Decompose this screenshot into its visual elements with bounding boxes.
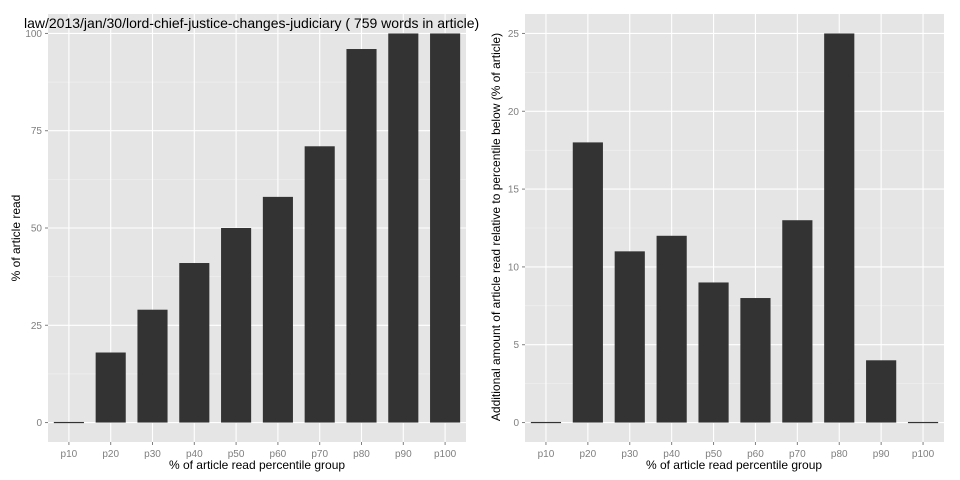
x-tick-label: p40 bbox=[663, 449, 680, 460]
bar-p100 bbox=[907, 421, 939, 424]
bar-p10 bbox=[530, 421, 562, 424]
y-tick-label: 25 bbox=[508, 29, 520, 40]
x-tick-label: p10 bbox=[61, 449, 78, 460]
bar-p80 bbox=[824, 33, 855, 423]
bar-p40 bbox=[179, 263, 210, 423]
x-tick-label: p100 bbox=[434, 449, 457, 460]
bar-p60 bbox=[262, 196, 293, 423]
bar-p40 bbox=[656, 235, 687, 423]
bar-p30 bbox=[614, 251, 645, 423]
chart-right: 0 5 10 15 20 25 p10 p20 p30 p40 p50 p60 p70 p80 p90 p10… bbox=[508, 14, 944, 460]
x-tick-label: p50 bbox=[228, 449, 245, 460]
y-tick-label: 15 bbox=[508, 185, 520, 196]
x-axis-title-right: % of article read percentile group bbox=[646, 458, 822, 472]
bar-p70 bbox=[304, 146, 335, 423]
x-tick-label: p80 bbox=[831, 449, 848, 460]
y-tick-label: 50 bbox=[31, 224, 43, 235]
y-tick-label: 20 bbox=[508, 107, 520, 118]
bar-p90 bbox=[866, 360, 897, 423]
bar-p60 bbox=[740, 298, 771, 423]
x-axis-title-left: % of article read percentile group bbox=[169, 458, 345, 472]
bar-p50 bbox=[698, 282, 729, 423]
x-tick-label: p60 bbox=[747, 449, 764, 460]
y-tick-label: 0 bbox=[36, 418, 42, 429]
bar-p70 bbox=[782, 220, 813, 423]
x-tick-label: p70 bbox=[311, 449, 328, 460]
bar-p30 bbox=[137, 309, 168, 423]
x-tick-label: p10 bbox=[538, 449, 555, 460]
x-tick-label: p70 bbox=[789, 449, 806, 460]
x-tick-label: p30 bbox=[144, 449, 161, 460]
bar-p90 bbox=[388, 33, 419, 423]
x-tick-label: p90 bbox=[873, 449, 890, 460]
x-tick-label: p80 bbox=[353, 449, 370, 460]
y-tick-label: 5 bbox=[513, 340, 519, 351]
y-axis-title-right: Additional amount of article read relati… bbox=[489, 33, 503, 421]
x-tick-label: p100 bbox=[912, 449, 935, 460]
bar-p80 bbox=[346, 49, 377, 423]
chart-left: 0 25 50 75 100 p10 p20 p30 p40 p50 p60 p70 p80 p90 p10… bbox=[25, 14, 466, 460]
x-tick-label: p40 bbox=[186, 449, 203, 460]
y-axis-title-left: % of article read bbox=[9, 195, 23, 282]
bar-p50 bbox=[221, 228, 252, 423]
bar-p100 bbox=[430, 33, 461, 423]
x-tick-label: p20 bbox=[580, 449, 597, 460]
x-tick-label: p60 bbox=[270, 449, 287, 460]
y-tick-label: 0 bbox=[513, 418, 519, 429]
bar-p20 bbox=[95, 352, 126, 423]
y-tick-label: 25 bbox=[31, 321, 43, 332]
x-tick-label: p50 bbox=[705, 449, 722, 460]
y-tick-label: 75 bbox=[31, 126, 43, 137]
y-tick-label: 100 bbox=[25, 29, 42, 40]
chart-title: law/2013/jan/30/lord-chief-justice-chang… bbox=[24, 15, 479, 31]
x-tick-label: p90 bbox=[395, 449, 412, 460]
bar-p10 bbox=[53, 421, 84, 424]
x-tick-label: p30 bbox=[621, 449, 638, 460]
bar-p20 bbox=[572, 142, 603, 423]
x-tick-label: p20 bbox=[102, 449, 119, 460]
y-tick-label: 10 bbox=[508, 262, 520, 273]
